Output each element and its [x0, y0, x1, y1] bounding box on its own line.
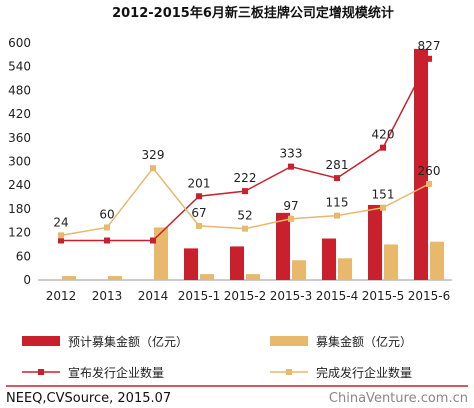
point-announced-count [380, 144, 386, 151]
data-label: 60 [99, 207, 114, 221]
data-label: 329 [142, 148, 165, 162]
chart-title: 2012-2015年6月新三板挂牌公司定增规模统计 [112, 5, 394, 21]
point-completed-count [58, 232, 64, 239]
legend-marker [286, 369, 292, 375]
point-completed-count [242, 225, 248, 232]
legend-marker [38, 369, 44, 375]
x-tick-label: 2015-3 [270, 289, 313, 303]
point-announced-count [196, 193, 202, 200]
annotations: 24 60 329 201 67 222 52 333 97 281 115 420 151 827 260 [53, 39, 440, 230]
data-label: 24 [53, 215, 68, 229]
point-announced-count [104, 237, 110, 244]
y-tick-label: 180 [8, 202, 31, 216]
bar-raised-amount [62, 276, 76, 280]
legend: 预计募集金额（亿元） 募集金额（亿元） 宣布发行企业数量 完成发行企业数量 [22, 334, 412, 380]
point-completed-count [150, 165, 156, 172]
point-announced-count [242, 188, 248, 195]
bars [62, 48, 444, 280]
point-completed-count [196, 222, 202, 229]
y-tick-label: 300 [8, 155, 31, 169]
point-completed-count [380, 204, 386, 211]
bar-raised-amount [384, 244, 398, 280]
bar-raised-amount [292, 260, 306, 280]
y-tick-label: 360 [8, 131, 31, 145]
x-tick-label: 2014 [138, 289, 169, 303]
x-tick-label: 2015-5 [362, 289, 405, 303]
point-announced-count [334, 175, 340, 182]
data-label: 201 [188, 176, 211, 190]
data-label: 420 [372, 128, 395, 142]
footer-watermark: ChinaVenture.com.cn [329, 391, 468, 406]
y-tick-label: 240 [8, 178, 31, 192]
y-tick-label: 480 [8, 83, 31, 97]
y-tick-label: 540 [8, 60, 31, 74]
legend-swatch [270, 336, 308, 346]
x-axis: 2012 2013 2014 2015-1 2015-2 2015-3 2015-4 2015… [38, 279, 452, 303]
bar-raised-amount [108, 276, 122, 280]
x-tick-label: 2013 [92, 289, 123, 303]
legend-label: 预计募集金额（亿元） [68, 334, 188, 349]
bar-raised-amount [200, 274, 214, 280]
y-tick-label: 60 [16, 249, 31, 263]
data-label: 115 [326, 196, 349, 210]
x-tick-label: 2015-4 [316, 289, 359, 303]
point-completed-count [288, 215, 294, 222]
y-tick-label: 600 [8, 36, 31, 50]
data-label: 97 [283, 199, 298, 213]
legend-swatch [22, 336, 60, 346]
point-completed-count [334, 212, 340, 219]
x-tick-label: 2015-2 [224, 289, 267, 303]
y-axis: 0 60 120 180 240 300 360 420 480 540 600 [8, 36, 31, 287]
point-announced-count [426, 55, 432, 62]
bar-raised-amount [338, 258, 352, 280]
x-tick-label: 2015-1 [178, 289, 221, 303]
data-label: 333 [280, 147, 303, 161]
data-label: 52 [237, 209, 252, 223]
legend-label: 完成发行企业数量 [316, 365, 412, 380]
point-announced-count [58, 237, 64, 244]
bar-raised-amount [154, 227, 168, 280]
lines [58, 55, 432, 244]
data-label: 260 [418, 164, 441, 178]
bar-raised-amount [246, 274, 260, 280]
point-completed-count [426, 181, 432, 188]
bar-expected-amount [368, 204, 382, 280]
x-tick-label: 2015-6 [408, 289, 451, 303]
bar-expected-amount [230, 246, 244, 280]
legend-label: 募集金额（亿元） [316, 334, 412, 349]
data-label: 151 [372, 188, 395, 202]
y-tick-label: 120 [8, 226, 31, 240]
x-tick-label: 2012 [46, 289, 77, 303]
data-label: 67 [191, 206, 206, 220]
bar-expected-amount [276, 212, 290, 280]
bar-raised-amount [430, 241, 444, 280]
data-label: 281 [326, 158, 349, 172]
data-label: 827 [418, 39, 441, 53]
y-tick-label: 0 [23, 273, 31, 287]
footer-source: NEEQ,CVSource, 2015.07 [6, 391, 171, 406]
point-completed-count [104, 224, 110, 231]
y-tick-label: 420 [8, 107, 31, 121]
data-label: 222 [234, 171, 257, 185]
bar-expected-amount [322, 238, 336, 280]
bar-expected-amount [414, 48, 428, 280]
point-announced-count [288, 163, 294, 170]
point-announced-count [150, 237, 156, 244]
legend-label: 宣布发行企业数量 [68, 365, 164, 380]
bar-expected-amount [184, 248, 198, 280]
